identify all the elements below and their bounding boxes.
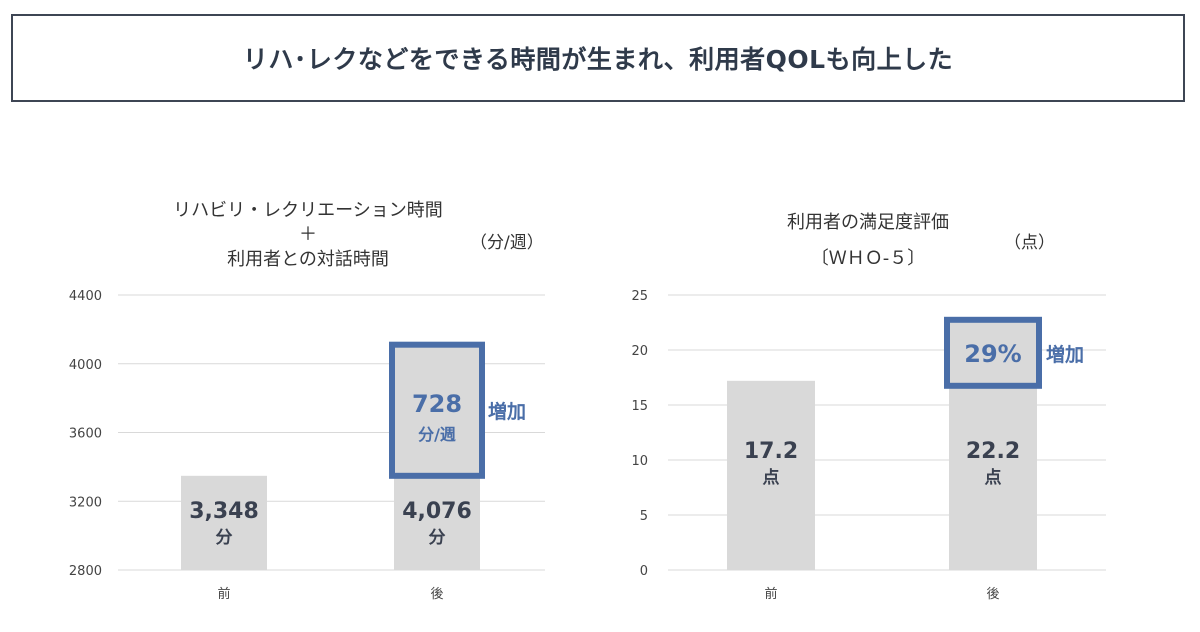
y-tick-label: 3600 — [69, 427, 102, 442]
bar-value-label: 22.2 — [966, 439, 1020, 464]
chart-title-line: 利用者の満足度評価 — [787, 212, 949, 233]
increase-label: 増加 — [1046, 343, 1084, 366]
x-tick-label: 前 — [217, 586, 230, 602]
y-tick-label: 4400 — [69, 289, 102, 304]
increase-value-label: 728 — [412, 390, 462, 418]
y-tick-label: 5 — [640, 509, 648, 524]
chart-title-line: リハビリ・レクリエーション時間 — [173, 200, 443, 221]
increase-box — [389, 341, 485, 479]
y-tick-label: 25 — [631, 289, 648, 304]
unit-label: （点） — [1004, 233, 1055, 253]
bar-unit-label: 点 — [985, 467, 1002, 488]
chart-title-line: 利用者との対話時間 — [227, 249, 389, 270]
bar — [727, 380, 815, 570]
increase-box — [944, 316, 1042, 389]
chart-title-line: 〔ＷＨＯ-５〕 — [811, 248, 926, 269]
y-tick-label: 2800 — [69, 564, 102, 579]
y-tick-label: 10 — [631, 454, 648, 469]
page-title: リハ･レクなどをできる時間が生まれ、利用者QOLも向上した — [242, 45, 954, 74]
x-tick-label: 後 — [430, 587, 443, 602]
increase-unit-label: 分/週 — [418, 425, 456, 444]
y-tick-label: 15 — [631, 399, 648, 414]
bar-value-label: 4,076 — [402, 499, 472, 524]
x-tick-label: 後 — [986, 587, 999, 602]
increase-value-label: 29% — [964, 340, 1021, 368]
x-tick-label: 前 — [764, 586, 777, 602]
bar-unit-label: 分 — [216, 528, 233, 548]
unit-label: （分/週） — [470, 233, 544, 253]
chart-satisfaction: 利用者の満足度評価 〔ＷＨＯ-５〕 （点） 0 5 10 15 20 25 前 17.2 点後 2… — [631, 212, 1106, 602]
bar-unit-label: 分 — [429, 528, 446, 548]
chart-activity-time: リハビリ・レクリエーション時間 ＋ 利用者との対話時間 （分/週） 2800 32… — [69, 200, 545, 602]
chart-title-line: ＋ — [299, 224, 317, 245]
y-tick-label: 3200 — [69, 495, 102, 510]
bar-unit-label: 点 — [763, 467, 780, 488]
y-tick-label: 20 — [631, 344, 648, 359]
bar-value-label: 17.2 — [744, 439, 798, 464]
bar-value-label: 3,348 — [189, 499, 259, 524]
increase-label: 増加 — [488, 400, 526, 423]
y-tick-label: 0 — [640, 564, 648, 579]
bar — [181, 475, 267, 570]
y-tick-label: 4000 — [69, 358, 102, 373]
title-box: リハ･レクなどをできる時間が生まれ、利用者QOLも向上した — [11, 14, 1185, 102]
